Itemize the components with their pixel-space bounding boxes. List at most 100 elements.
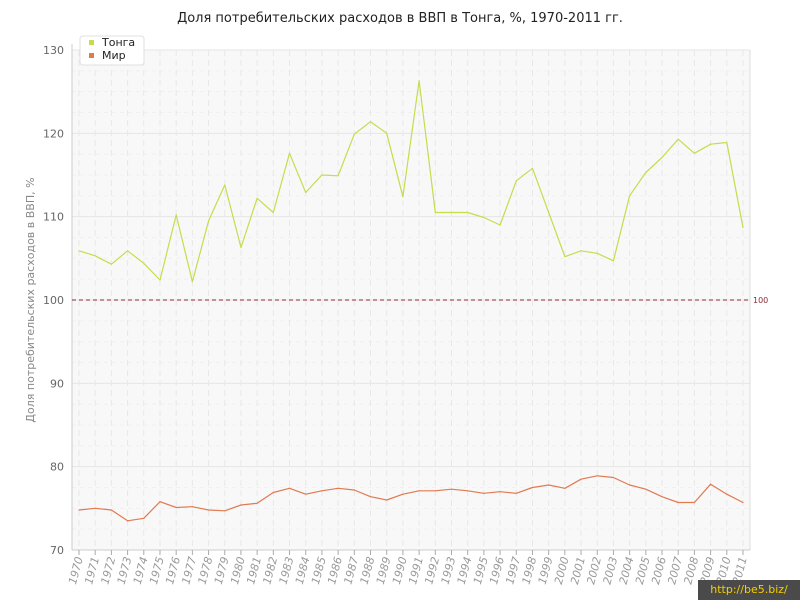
data-point-Тонга <box>629 195 631 197</box>
data-point-Мир <box>483 492 485 494</box>
data-point-Мир <box>353 489 355 491</box>
axes <box>71 44 751 555</box>
series-line-Тонга <box>78 80 744 283</box>
chart-title: Доля потребительских расходов в ВВП в То… <box>177 11 623 26</box>
data-point-Тонга <box>742 226 744 229</box>
data-point-Мир <box>693 501 696 504</box>
data-point-Мир <box>386 499 388 501</box>
y-tick-label: 70 <box>50 544 64 557</box>
data-point-Мир <box>418 490 420 492</box>
y-tick-label: 120 <box>43 127 64 140</box>
data-point-Мир <box>645 488 647 490</box>
data-point-Мир <box>629 484 631 486</box>
y-tick-label: 80 <box>50 461 64 474</box>
data-point-Мир <box>677 501 679 504</box>
data-point-Мир <box>288 487 291 489</box>
data-point-Мир <box>402 493 404 495</box>
data-point-Тонга <box>272 211 274 214</box>
y-tick-labels: 70 80 90 100 110 120 130 <box>43 44 64 557</box>
data-point-Мир <box>224 510 226 512</box>
data-point-Мир <box>126 520 129 522</box>
data-point-Мир <box>499 491 501 493</box>
data-point-Тонга <box>305 191 307 194</box>
data-point-Мир <box>240 504 242 506</box>
data-point-Тонга <box>240 246 242 249</box>
data-point-Мир <box>531 486 534 489</box>
data-point-Тонга <box>596 252 598 254</box>
data-point-Тонга <box>402 196 404 198</box>
data-point-Тонга <box>207 220 210 222</box>
data-point-Тонга <box>450 211 453 214</box>
data-point-Мир <box>207 509 210 511</box>
y-tick-label: 110 <box>43 211 64 224</box>
y-tick-label: 90 <box>50 377 64 390</box>
series-group <box>78 80 744 522</box>
data-point-Мир <box>661 496 663 498</box>
reference-line-label: 100 <box>753 296 768 305</box>
data-point-Мир <box>78 509 80 511</box>
data-point-Тонга <box>256 197 258 199</box>
data-point-Мир <box>726 493 728 495</box>
data-point-Мир <box>710 483 712 485</box>
legend-label: Мир <box>102 49 126 62</box>
data-point-Мир <box>515 492 517 494</box>
data-point-Тонга <box>94 255 96 257</box>
data-point-Мир <box>369 496 372 498</box>
data-point-Тонга <box>548 211 550 214</box>
data-point-Тонга <box>612 260 615 262</box>
data-point-Мир <box>305 493 307 495</box>
data-point-Тонга <box>645 171 647 174</box>
data-point-Мир <box>337 487 339 489</box>
series-line-Мир <box>78 475 744 522</box>
data-point-Тонга <box>386 132 388 134</box>
data-point-Мир <box>110 509 112 511</box>
legend-label: Тонга <box>101 36 135 49</box>
data-point-Тонга <box>434 211 436 214</box>
data-point-Тонга <box>321 174 323 176</box>
x-tick-labels: 1970197119721973197419751976197719781979… <box>66 555 750 585</box>
data-point-Мир <box>94 507 96 509</box>
data-point-Тонга <box>726 141 728 144</box>
data-point-Мир <box>256 502 258 504</box>
data-point-Тонга <box>288 152 291 154</box>
data-point-Тонга <box>499 224 501 226</box>
data-point-Тонга <box>78 250 80 252</box>
data-point-Мир <box>612 476 615 479</box>
data-point-Тонга <box>110 263 112 265</box>
data-point-Тонга <box>175 214 177 216</box>
y-tick-label: 100 <box>43 294 64 307</box>
data-point-Тонга <box>693 152 696 154</box>
data-point-Тонга <box>418 80 420 82</box>
data-point-Мир <box>191 506 193 508</box>
data-point-Мир <box>564 487 566 489</box>
data-point-Тонга <box>580 250 582 252</box>
data-point-Тонга <box>483 216 485 219</box>
data-point-Мир <box>742 501 744 504</box>
data-point-Тонга <box>515 180 517 182</box>
data-point-Тонга <box>531 167 534 169</box>
data-point-Мир <box>175 506 177 509</box>
data-point-Тонга <box>191 281 193 283</box>
data-point-Тонга <box>564 256 566 258</box>
legend-swatch <box>89 53 94 58</box>
data-point-Мир <box>450 488 453 490</box>
data-point-Тонга <box>710 143 712 145</box>
data-point-Мир <box>143 517 145 519</box>
watermark[interactable]: http://be5.biz/ <box>698 580 800 600</box>
data-point-Мир <box>272 491 274 494</box>
data-point-Тонга <box>467 211 469 214</box>
data-point-Мир <box>434 490 436 492</box>
data-point-Тонга <box>677 138 679 140</box>
data-point-Мир <box>467 490 469 492</box>
y-axis-label: Доля потребительских расходов в ВВП, % <box>24 177 37 422</box>
y-tick-label: 130 <box>43 44 64 57</box>
data-point-Тонга <box>661 156 663 159</box>
data-point-Тонга <box>143 262 145 264</box>
data-point-Мир <box>580 478 582 480</box>
reference-line-group: 100 <box>72 296 768 305</box>
data-point-Тонга <box>224 184 226 186</box>
data-point-Мир <box>596 475 598 477</box>
data-point-Мир <box>321 490 323 492</box>
